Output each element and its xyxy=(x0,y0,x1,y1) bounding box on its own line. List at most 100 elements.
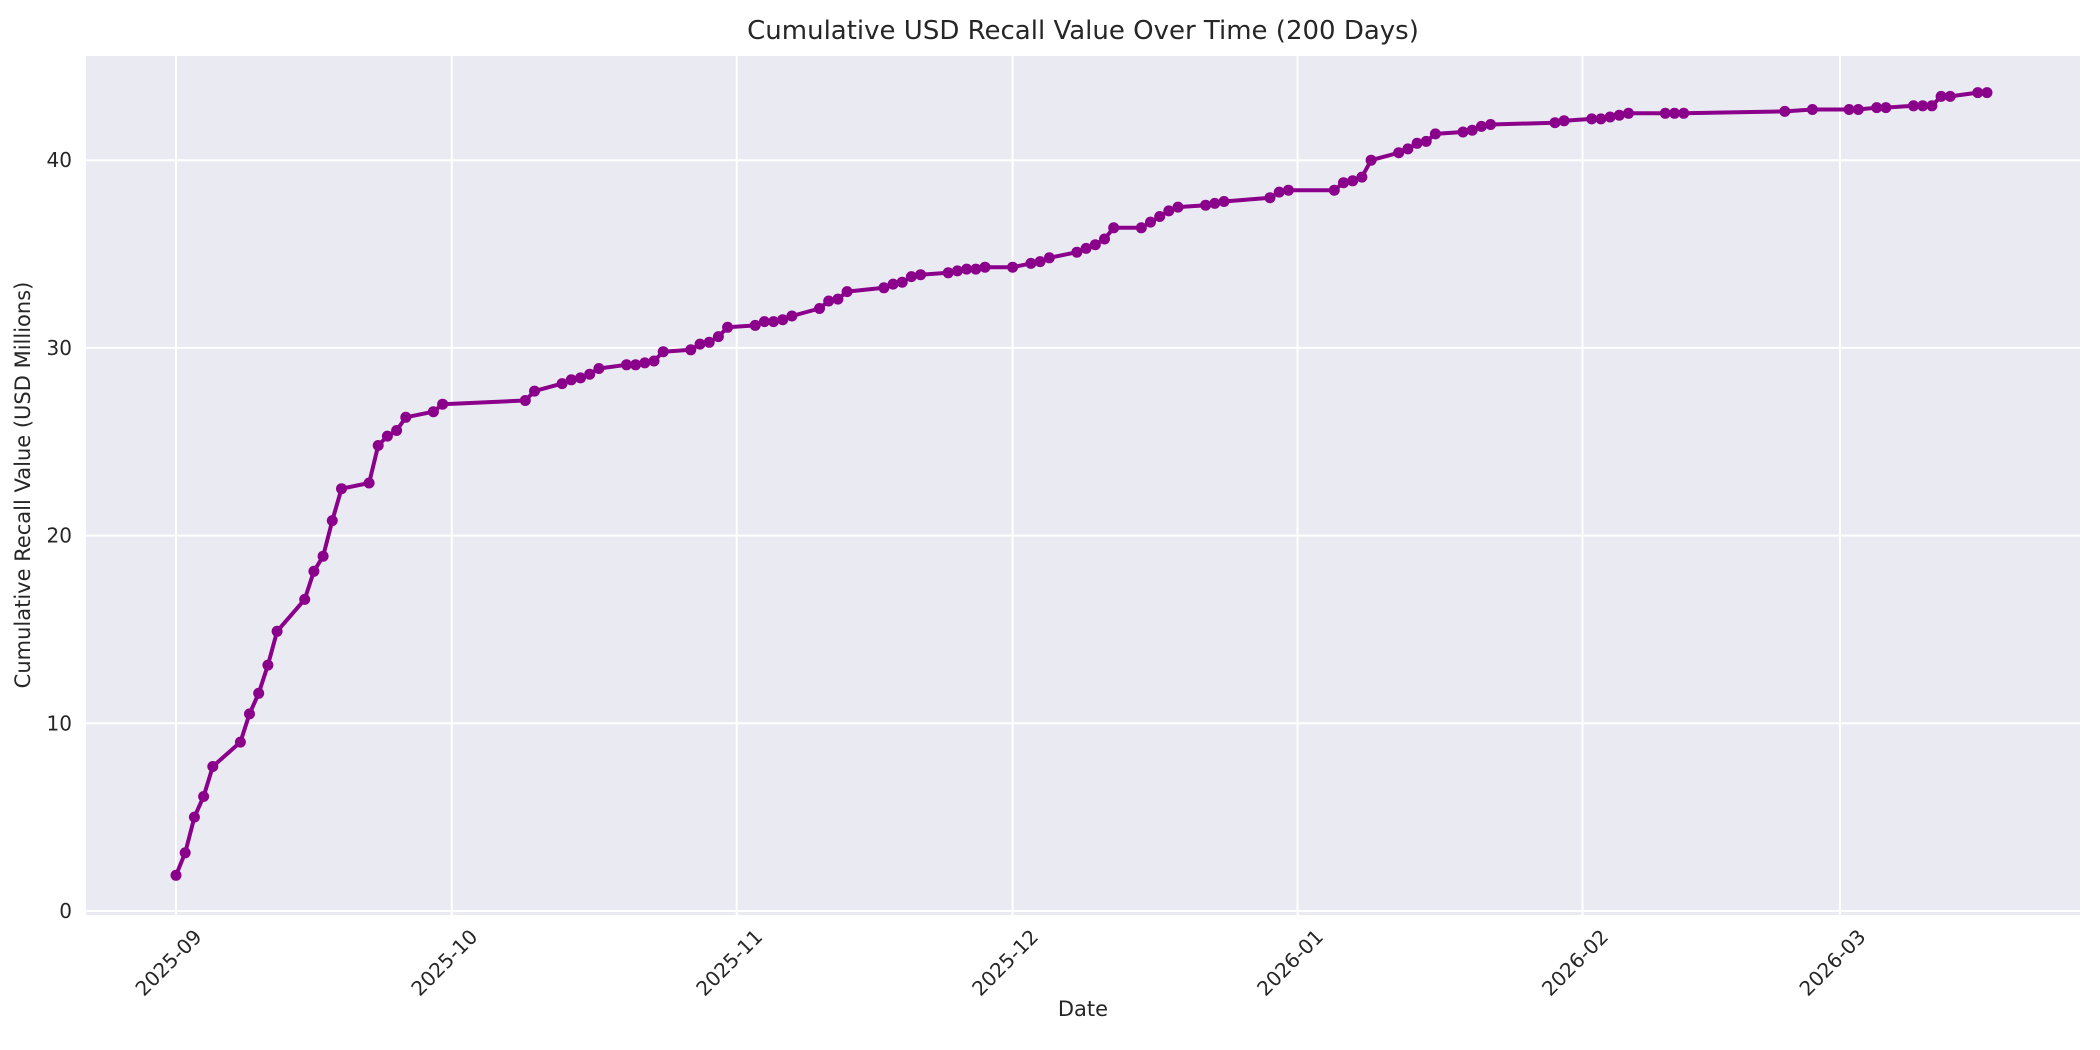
y-tick-label: 0 xyxy=(59,899,72,923)
data-point-marker xyxy=(621,359,632,371)
data-point-marker xyxy=(556,378,568,390)
data-point-marker xyxy=(1393,147,1405,159)
data-point-marker xyxy=(887,278,899,290)
x-tick-label: 2026-02 xyxy=(1537,925,1613,1001)
data-point-marker xyxy=(1549,117,1561,129)
data-point-marker xyxy=(786,310,798,322)
data-point-marker xyxy=(1669,107,1680,119)
data-point-marker xyxy=(1071,246,1083,258)
data-point-marker xyxy=(639,357,651,369)
data-point-marker xyxy=(1089,239,1101,251)
data-point-marker xyxy=(529,385,540,397)
data-point-marker xyxy=(832,293,844,305)
data-point-marker xyxy=(1944,90,1956,102)
data-point-marker xyxy=(198,791,210,802)
data-point-marker xyxy=(1475,120,1487,132)
data-point-marker xyxy=(703,336,715,348)
data-point-marker xyxy=(1282,184,1294,196)
x-tick-label: 2025-11 xyxy=(691,925,767,1001)
data-point-marker xyxy=(1457,126,1469,138)
data-point-marker xyxy=(1172,201,1184,213)
data-point-marker xyxy=(565,374,577,386)
data-point-marker xyxy=(1466,124,1478,136)
data-point-marker xyxy=(841,286,853,298)
data-point-marker xyxy=(593,363,605,374)
data-point-marker xyxy=(1429,128,1441,140)
x-tick-label: 2025-10 xyxy=(406,925,482,1001)
data-point-marker xyxy=(1779,105,1791,117)
x-tick-label: 2025-09 xyxy=(130,925,206,1001)
data-point-marker xyxy=(712,331,724,343)
data-point-marker xyxy=(970,263,982,275)
data-point-marker xyxy=(1623,107,1634,119)
data-point-marker xyxy=(1558,115,1570,127)
data-point-marker xyxy=(905,271,917,283)
data-point-marker xyxy=(1034,256,1046,268)
data-point-marker xyxy=(1595,113,1607,125)
data-point-marker xyxy=(1209,197,1221,209)
data-point-marker xyxy=(299,593,311,605)
data-point-marker xyxy=(1356,171,1368,183)
data-point-marker xyxy=(648,355,660,367)
data-point-marker xyxy=(896,276,908,288)
data-point-marker xyxy=(1908,100,1919,112)
data-point-marker xyxy=(271,625,283,637)
data-point-marker xyxy=(1099,233,1110,245)
data-point-marker xyxy=(336,483,347,495)
data-point-marker xyxy=(584,368,596,380)
data-point-marker xyxy=(437,398,449,410)
x-gridlines xyxy=(175,56,1841,915)
data-point-marker xyxy=(1871,102,1883,114)
x-tick-label: 2026-03 xyxy=(1794,925,1870,1001)
data-point-marker xyxy=(1163,205,1175,217)
data-point-marker xyxy=(1154,211,1166,222)
data-point-marker xyxy=(694,338,706,350)
data-point-marker xyxy=(1586,113,1598,125)
data-point-marker xyxy=(1043,252,1055,264)
data-point-marker xyxy=(234,736,246,748)
data-point-marker xyxy=(1328,184,1340,196)
data-point-marker xyxy=(1981,87,1993,99)
data-point-marker xyxy=(1678,107,1690,119)
data-point-marker xyxy=(372,440,384,451)
data-point-marker xyxy=(1935,90,1947,102)
data-point-marker xyxy=(427,406,439,418)
data-point-marker xyxy=(1145,216,1156,228)
data-point-marker xyxy=(400,411,412,423)
data-point-marker xyxy=(188,811,200,823)
data-point-marker xyxy=(1273,186,1285,198)
data-point-marker xyxy=(1972,87,1984,99)
x-tick-labels: 2025-09 2025-10 2025-11 2025-12 2026-01 2026-… xyxy=(130,925,1870,1001)
data-point-marker xyxy=(823,295,835,307)
y-axis-label: Cumulative Recall Value (USD Millions) xyxy=(11,282,35,689)
data-point-marker xyxy=(758,316,770,328)
data-point-marker xyxy=(1347,175,1359,187)
data-point-marker xyxy=(363,477,375,489)
data-point-marker xyxy=(1420,135,1432,147)
data-point-marker xyxy=(1806,104,1818,115)
data-point-marker xyxy=(722,321,734,333)
data-point-marker xyxy=(1613,109,1625,121)
data-point-marker xyxy=(381,430,393,442)
data-point-marker xyxy=(391,425,403,436)
data-point-marker xyxy=(170,869,182,881)
data-point-marker xyxy=(630,359,642,371)
data-point-marker xyxy=(1659,107,1671,119)
data-point-marker xyxy=(317,550,329,562)
data-point-marker xyxy=(1917,100,1929,112)
data-point-marker xyxy=(768,316,779,328)
data-point-marker xyxy=(1926,100,1938,112)
data-point-marker xyxy=(749,319,761,331)
data-point-marker xyxy=(1025,257,1037,269)
y-tick-label: 40 xyxy=(47,148,72,172)
data-point-marker xyxy=(1604,111,1616,123)
data-point-marker xyxy=(1200,199,1212,211)
chart-title: Cumulative USD Recall Value Over Time (2… xyxy=(747,16,1419,46)
data-point-marker xyxy=(1485,119,1497,130)
data-point-marker xyxy=(1218,196,1230,207)
y-gridlines xyxy=(86,159,2080,912)
data-point-marker xyxy=(179,847,191,859)
data-point-marker xyxy=(1402,143,1414,155)
series-markers xyxy=(170,87,1993,881)
